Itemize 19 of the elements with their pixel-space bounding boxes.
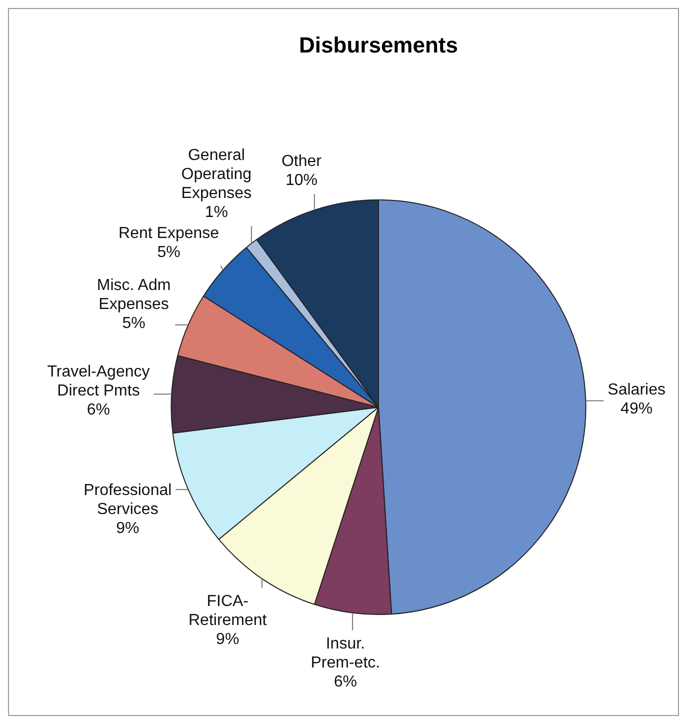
- slice-label: Professional Services: [84, 482, 172, 518]
- slice-label: Travel-Agency Direct Pmts: [47, 363, 150, 400]
- data-label: 5%: [122, 315, 146, 332]
- slice-label: Rent Expense: [118, 224, 220, 242]
- data-label: 9%: [216, 630, 240, 648]
- slice-label: Insur. Prem-etc.: [310, 635, 380, 672]
- data-label: 1%: [204, 204, 228, 221]
- data-label: 10%: [285, 172, 318, 189]
- data-label: 5%: [157, 244, 180, 261]
- slice-label: FICA-Retirement: [188, 592, 268, 629]
- slice-label: General Operating Expenses: [181, 146, 252, 202]
- slice-label: Other: [281, 152, 322, 170]
- data-label: 49%: [620, 400, 653, 418]
- slice-label: Misc. Adm Expenses: [96, 277, 171, 314]
- chart-title: Disbursements: [299, 32, 458, 58]
- data-label: 6%: [86, 401, 110, 418]
- data-label: 9%: [116, 520, 140, 537]
- data-label: 6%: [334, 673, 357, 690]
- slice-label: Salaries: [608, 381, 666, 398]
